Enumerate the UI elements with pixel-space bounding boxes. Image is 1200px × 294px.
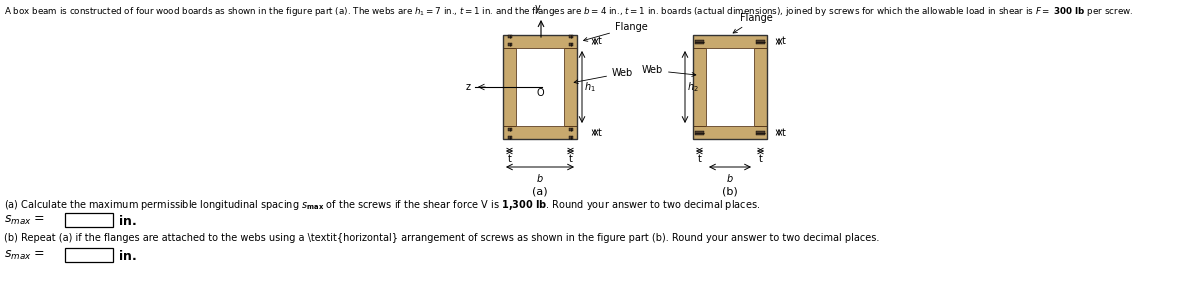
Text: t: t (508, 154, 511, 164)
Text: t: t (598, 36, 602, 46)
Text: t: t (758, 154, 762, 164)
Text: (b): (b) (722, 187, 738, 197)
Text: y: y (535, 3, 541, 13)
Text: $h_2$: $h_2$ (686, 80, 698, 94)
Text: (b) Repeat (a) if the flanges are attached to the webs using a \textit{horizonta: (b) Repeat (a) if the flanges are attach… (4, 233, 880, 243)
Text: $\mathbf{in.}$: $\mathbf{in.}$ (118, 249, 137, 263)
Bar (694, 126, 767, 139)
Bar (694, 48, 706, 126)
Text: Web: Web (642, 65, 696, 76)
Bar (65, 248, 113, 262)
Bar (508, 128, 511, 131)
Bar (516, 48, 564, 126)
Text: $b$: $b$ (536, 172, 544, 184)
Text: $b$: $b$ (726, 172, 734, 184)
Bar (503, 126, 577, 139)
Text: Web: Web (574, 68, 634, 83)
Text: Flange: Flange (733, 13, 773, 33)
Text: $s_{max}$ =: $s_{max}$ = (4, 214, 46, 227)
Text: t: t (598, 128, 602, 138)
Text: O: O (536, 88, 544, 98)
Text: $s_{max}$ =: $s_{max}$ = (4, 249, 46, 262)
Bar (569, 43, 572, 46)
Bar (503, 35, 577, 48)
Bar (508, 136, 511, 138)
Bar (695, 131, 704, 134)
Bar (695, 39, 704, 44)
Bar (694, 35, 767, 48)
Bar (694, 35, 767, 139)
Bar (569, 136, 572, 138)
Text: Flange: Flange (583, 22, 648, 41)
Bar (756, 39, 766, 44)
Bar (564, 48, 577, 126)
Text: t: t (569, 154, 572, 164)
Text: t: t (697, 154, 702, 164)
Text: z: z (466, 82, 470, 92)
Text: $\mathbf{in.}$: $\mathbf{in.}$ (118, 214, 137, 228)
Text: A box beam is constructed of four wood boards as shown in the figure part (a). T: A box beam is constructed of four wood b… (4, 5, 1133, 18)
Bar (569, 128, 572, 131)
Bar (756, 131, 766, 134)
Bar (508, 36, 511, 39)
Bar (569, 36, 572, 39)
Bar (503, 48, 516, 126)
Bar (754, 48, 767, 126)
Text: t: t (782, 128, 786, 138)
Text: (a): (a) (532, 187, 548, 197)
Bar (65, 213, 113, 227)
Text: t: t (782, 36, 786, 46)
Bar (706, 48, 754, 126)
Text: $h_1$: $h_1$ (584, 80, 595, 94)
Text: (a) Calculate the maximum permissible longitudinal spacing $s_{\mathbf{max}}$ of: (a) Calculate the maximum permissible lo… (4, 198, 760, 212)
Bar (508, 43, 511, 46)
Bar (503, 35, 577, 139)
